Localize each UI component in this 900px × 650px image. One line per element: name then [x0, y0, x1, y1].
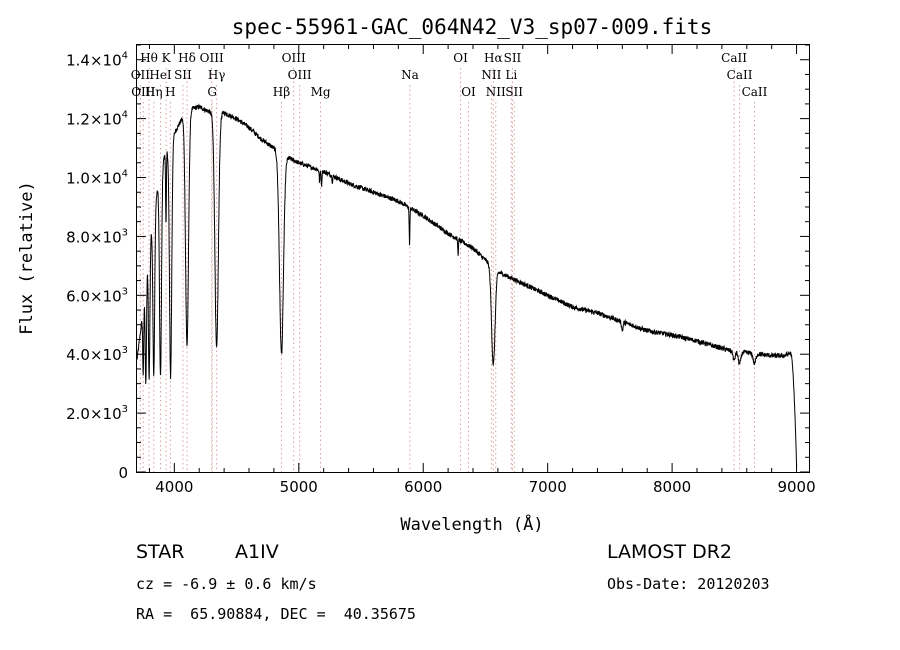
line-marker-label: CaII	[742, 85, 768, 99]
coordinates: RA = 65.90884, DEC = 40.35675	[136, 605, 416, 623]
line-marker-label: OI	[453, 51, 468, 65]
line-marker-label: OIII	[288, 68, 312, 82]
line-marker-label: Mg	[311, 85, 331, 99]
y-tick-label: 1.2×104	[66, 110, 128, 129]
line-marker-label: NII	[481, 68, 501, 82]
line-marker-label: H	[165, 85, 175, 99]
line-marker-label: Li	[505, 68, 517, 82]
y-tick-label: 4.0×103	[66, 345, 128, 364]
line-marker-label: Hβ	[273, 85, 290, 99]
line-marker-label: CaII	[727, 68, 753, 82]
line-marker-label: Na	[401, 68, 419, 82]
x-tick-label: 8000	[653, 478, 691, 496]
line-marker-label: SII	[505, 85, 523, 99]
line-marker-label: CaII	[721, 51, 747, 65]
chart-title: spec-55961-GAC_064N42_V3_sp07-009.fits	[232, 15, 712, 39]
y-axis-title: Flux (relative)	[17, 181, 37, 335]
x-tick-label: 7000	[529, 478, 567, 496]
x-tick-label: 4000	[155, 478, 193, 496]
line-marker-label: OIII	[200, 51, 224, 65]
x-tick-label: 5000	[280, 478, 318, 496]
spectral-class: A1IV	[235, 541, 279, 563]
line-marker-label: Hα	[484, 51, 503, 65]
x-tick-label: 9000	[777, 478, 815, 496]
line-marker-label: OIII	[282, 51, 306, 65]
y-tick-label: 1.4×104	[66, 51, 128, 70]
y-tick-label: 8.0×103	[66, 227, 128, 246]
y-tick-label: 6.0×103	[66, 286, 128, 305]
line-marker-label: NII	[486, 85, 506, 99]
plot-frame	[136, 44, 810, 473]
line-marker-label: Hγ	[208, 68, 226, 82]
y-tick-label: 2.0×103	[66, 404, 128, 423]
x-axis-title: Wavelength (Å)	[400, 513, 543, 535]
survey-name: LAMOST DR2	[607, 541, 732, 563]
line-marker-label: HeI	[149, 68, 172, 82]
line-marker-label: K	[162, 51, 172, 65]
star-type-label: STAR	[136, 541, 185, 563]
redshift-velocity: cz = -6.9 ± 0.6 km/s	[136, 575, 317, 593]
x-axis: 4000 5000 6000 7000 8000 9000	[148, 45, 816, 496]
line-marker-label: OII	[131, 68, 151, 82]
spectrum-line	[136, 103, 798, 467]
y-axis: 0 2.0×103 4.0×103 6.0×103 8.0×103 1.0×104 1.2×…	[66, 44, 809, 482]
observation-date: Obs-Date: 20120203	[607, 575, 770, 593]
line-marker-label: Hδ	[178, 51, 196, 65]
line-marker-label: OI	[461, 85, 476, 99]
x-tick-label: 6000	[404, 478, 442, 496]
line-marker-label: Hη	[145, 85, 163, 99]
line-markers	[139, 68, 755, 472]
line-marker-label: SII	[174, 68, 192, 82]
line-marker-label: G	[207, 85, 217, 99]
line-marker-label: OIII	[131, 85, 155, 99]
line-marker-label: Hθ	[140, 51, 158, 65]
y-tick-label: 1.0×104	[66, 169, 128, 188]
line-marker-label: SII	[504, 51, 522, 65]
y-tick-label: 0	[118, 464, 128, 482]
